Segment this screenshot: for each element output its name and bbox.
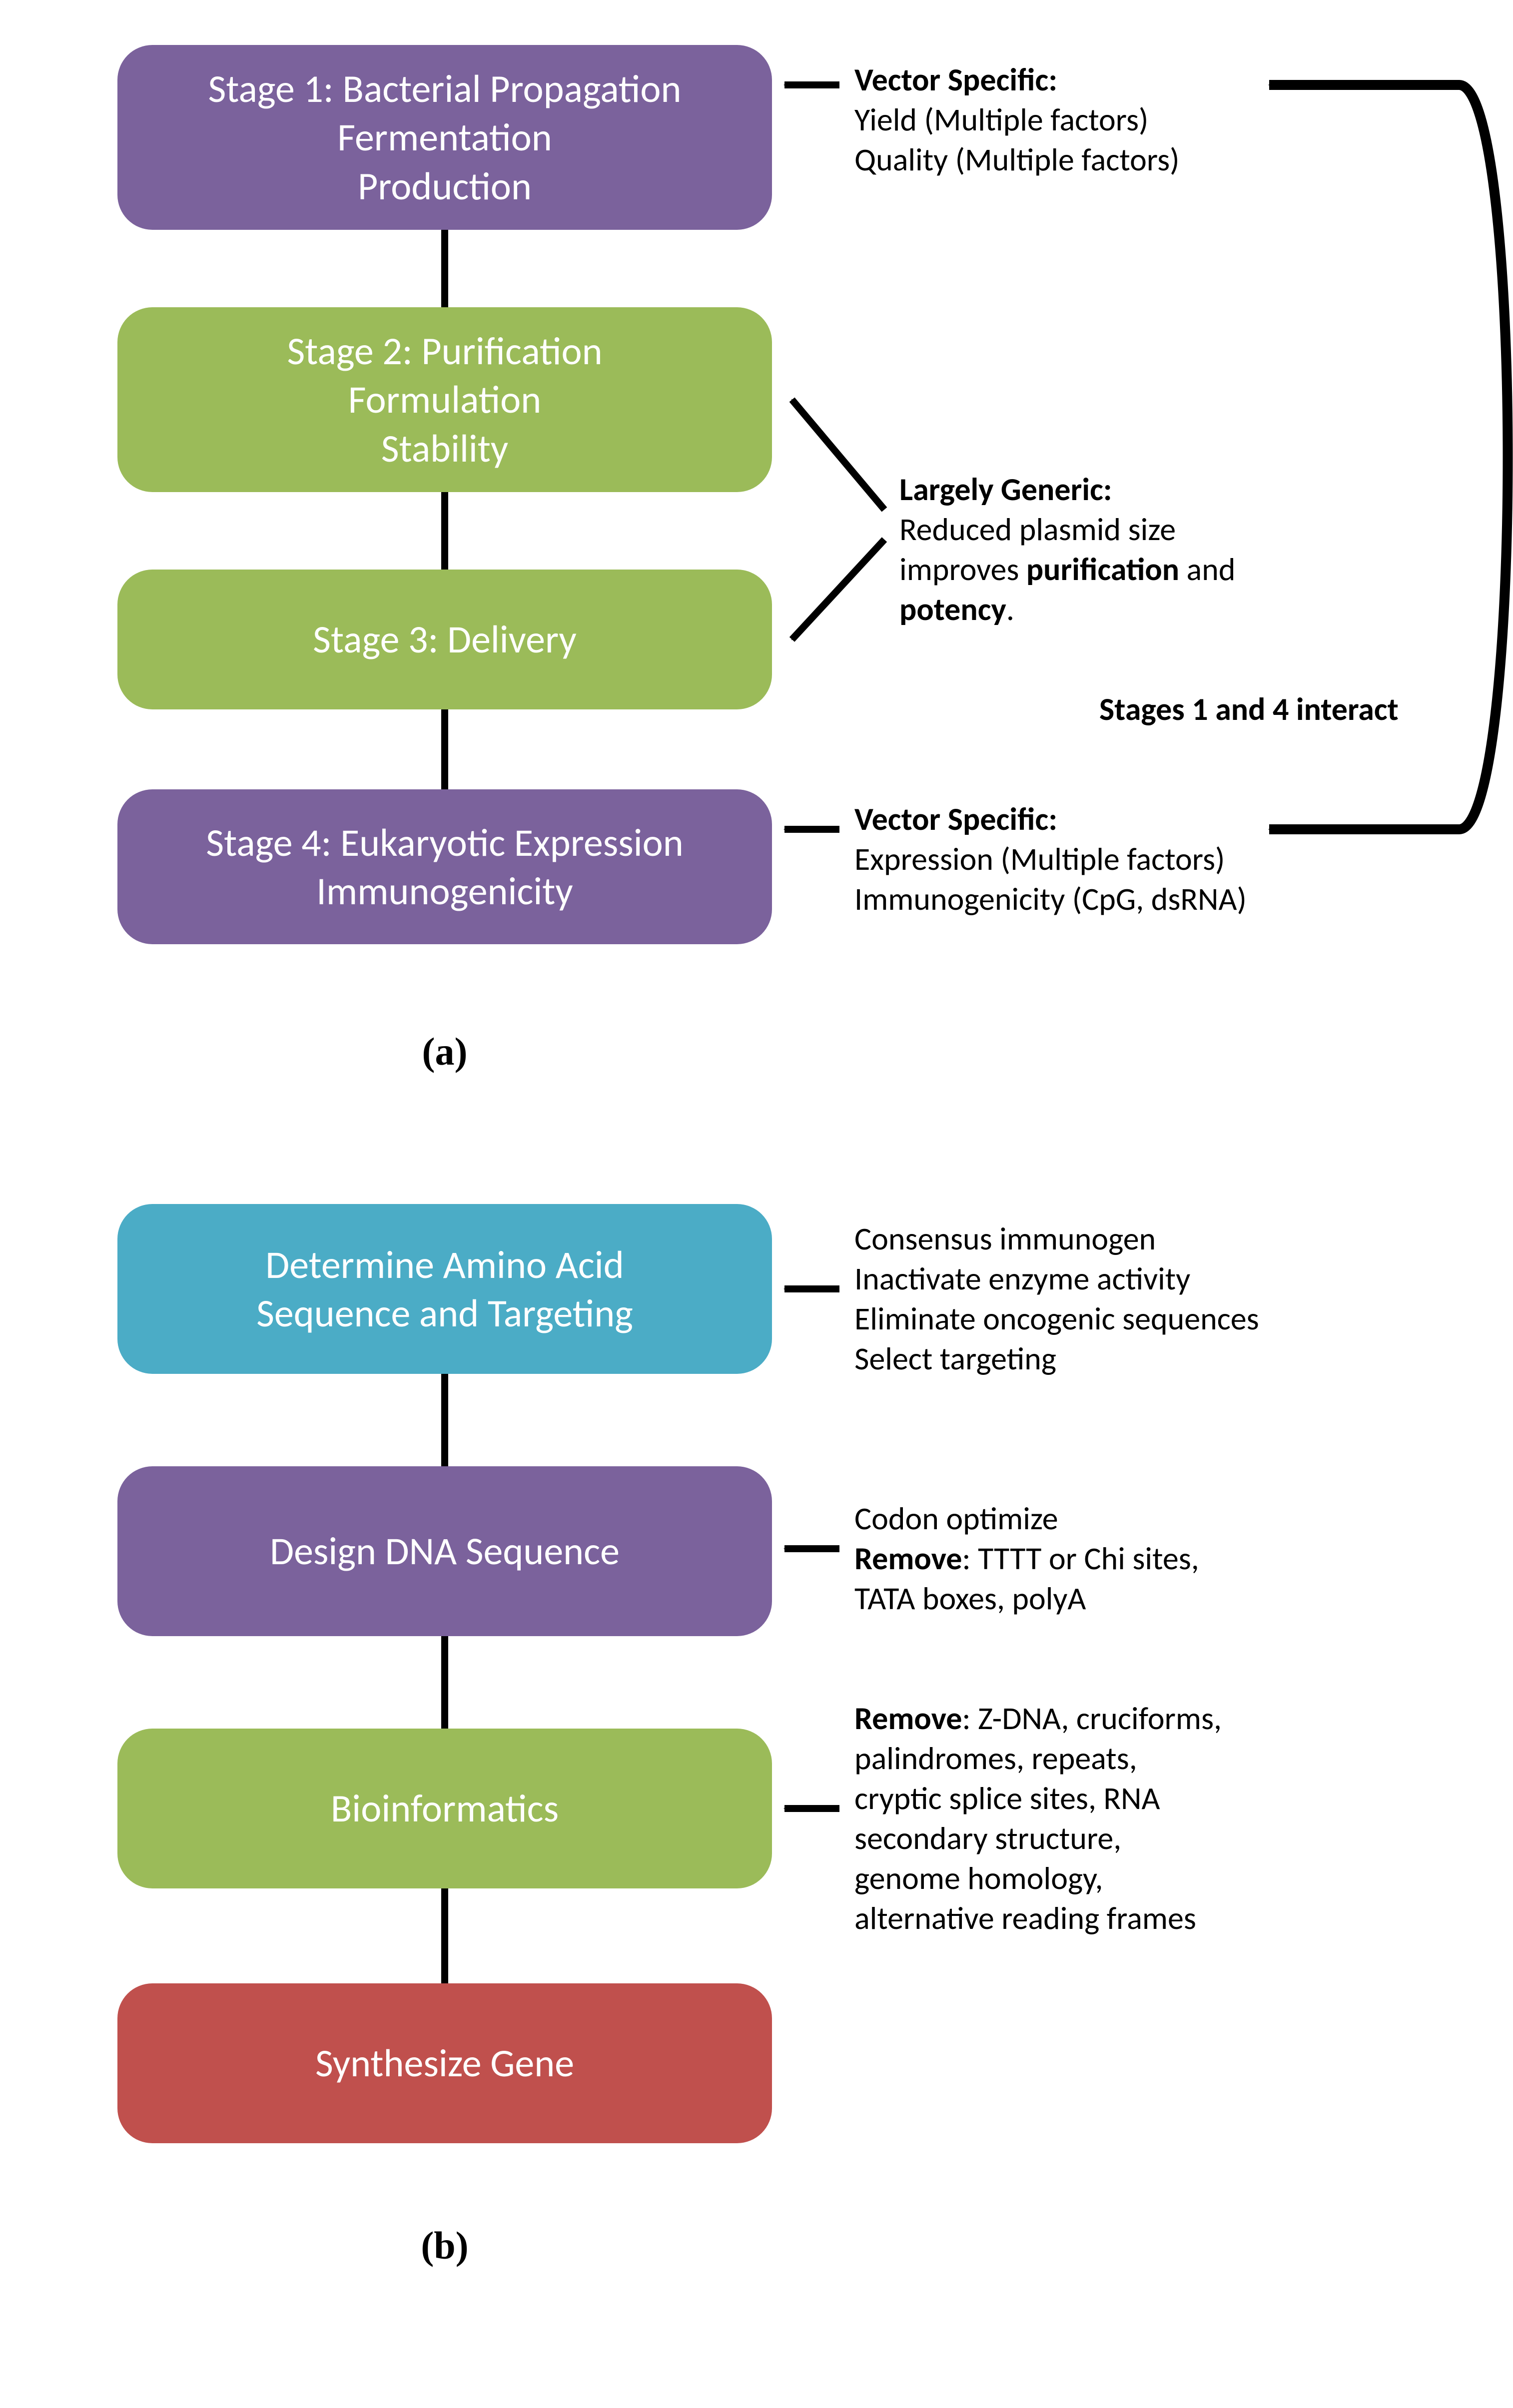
panel-a-note-4: Vector Specific:Expression (Multiple fac… [854, 799, 1247, 919]
panel-b-node-3-line-1: Bioinformatics [331, 1784, 559, 1833]
panel-b-node-4: Synthesize Gene [117, 1983, 772, 2143]
panel-a-node-3: Stage 3: Delivery [117, 570, 772, 709]
panel-a-note-4-header: Vector Specific: [854, 799, 1247, 839]
panel-b-node-1-line-2: Sequence and Targeting [256, 1289, 633, 1338]
panel-b-node-1-line-1: Determine Amino Acid [265, 1240, 624, 1289]
panel-a-interaction-curve [1459, 85, 1508, 829]
panel-a-note-1-line-2: Quality (Multiple factors) [854, 140, 1180, 180]
panel-a-node-4: Stage 4: Eukaryotic ExpressionImmunogeni… [117, 789, 772, 944]
panel-a-node-3-line-1: Stage 3: Delivery [313, 615, 577, 664]
panel-b-caption: (b) [40, 2223, 849, 2268]
panel-a-node-2-line-2: Formulation [348, 375, 542, 424]
panel-a-node-4-line-1: Stage 4: Eukaryotic Expression [206, 818, 684, 867]
panel-b-note-1-line-2: Inactivate enzyme activity [854, 1259, 1259, 1299]
panel-a-note-1: Vector Specific:Yield (Multiple factors)… [854, 60, 1180, 180]
panel-a: Stage 1: Bacterial PropagationFermentati… [40, 30, 1473, 1169]
panel-b-note-1: Consensus immunogenInactivate enzyme act… [854, 1219, 1259, 1379]
panel-a-note-3-header: Stages 1 and 4 interact [1099, 689, 1399, 729]
panel-a-note-1-line-1: Yield (Multiple factors) [854, 100, 1180, 140]
panel-a-node-1-line-2: Fermentation [337, 113, 552, 162]
panel-b-node-2: Design DNA Sequence [117, 1466, 772, 1636]
panel-a-arrow-4 [792, 540, 884, 639]
panel-a-node-1: Stage 1: Bacterial PropagationFermentati… [117, 45, 772, 230]
panel-b-node-2-line-1: Design DNA Sequence [270, 1527, 620, 1576]
panel-a-node-2-line-3: Stability [381, 424, 509, 473]
panel-a-node-2-line-1: Stage 2: Purification [287, 327, 602, 376]
panel-a-note-2-header: Largely Generic: [899, 470, 1235, 510]
panel-b: Determine Amino AcidSequence and Targeti… [40, 1189, 1473, 2358]
panel-a-node-1-line-1: Stage 1: Bacterial Propagation [208, 64, 682, 113]
panel-b-node-1: Determine Amino AcidSequence and Targeti… [117, 1204, 772, 1374]
panel-b-note-3: Remove: Z-DNA, cruciforms,palindromes, r… [854, 1699, 1222, 1938]
panel-a-note-1-header: Vector Specific: [854, 60, 1180, 100]
panel-a-caption: (a) [40, 1029, 849, 1074]
panel-a-node-4-line-2: Immunogenicity [316, 867, 573, 916]
panel-a-note-4-line-2: Immunogenicity (CpG, dsRNA) [854, 879, 1247, 919]
panel-a-node-1-line-3: Production [358, 162, 532, 211]
panel-a-note-2: Largely Generic:Reduced plasmid sizeimpr… [899, 470, 1235, 629]
panel-b-node-4-line-1: Synthesize Gene [315, 2039, 574, 2088]
panel-b-note-1-line-4: Select targeting [854, 1339, 1259, 1379]
panel-a-node-2: Stage 2: PurificationFormulationStabilit… [117, 307, 772, 492]
panel-b-note-1-line-3: Eliminate oncogenic sequences [854, 1299, 1259, 1339]
panel-b-note-1-line-1: Consensus immunogen [854, 1219, 1259, 1259]
panel-b-node-3: Bioinformatics [117, 1729, 772, 1888]
panel-a-note-3: Stages 1 and 4 interact [1099, 689, 1399, 729]
panel-a-note-4-line-1: Expression (Multiple factors) [854, 839, 1247, 879]
panel-b-note-3-body: Remove: Z-DNA, cruciforms,palindromes, r… [854, 1699, 1222, 1938]
panel-b-note-2-body: Codon optimizeRemove: TTTT or Chi sites,… [854, 1499, 1199, 1619]
panel-b-note-2: Codon optimizeRemove: TTTT or Chi sites,… [854, 1499, 1199, 1619]
panel-a-note-2-body: Reduced plasmid sizeimproves purificatio… [899, 510, 1235, 629]
panel-a-arrow-3 [792, 400, 884, 510]
